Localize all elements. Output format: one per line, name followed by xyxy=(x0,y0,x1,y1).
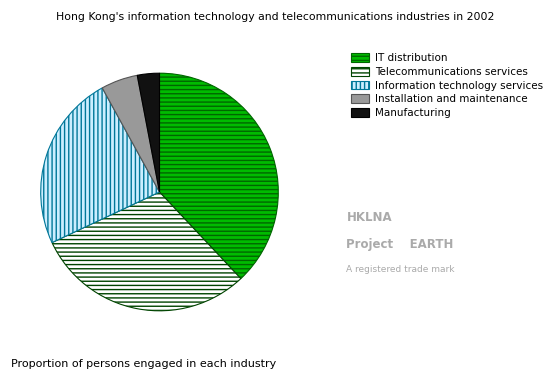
Wedge shape xyxy=(41,88,159,243)
Legend: IT distribution, Telecommunications services, Information technology services, I: IT distribution, Telecommunications serv… xyxy=(349,51,545,120)
Text: A registered trade mark: A registered trade mark xyxy=(346,265,455,274)
Text: Project    EARTH: Project EARTH xyxy=(346,238,454,251)
Wedge shape xyxy=(160,73,278,279)
Text: Proportion of persons engaged in each industry: Proportion of persons engaged in each in… xyxy=(11,359,276,369)
Text: HKLNA: HKLNA xyxy=(346,211,392,224)
Wedge shape xyxy=(138,73,160,192)
Wedge shape xyxy=(52,192,241,311)
Wedge shape xyxy=(102,75,160,192)
Text: Hong Kong's information technology and telecommunications industries in 2002: Hong Kong's information technology and t… xyxy=(56,12,494,22)
